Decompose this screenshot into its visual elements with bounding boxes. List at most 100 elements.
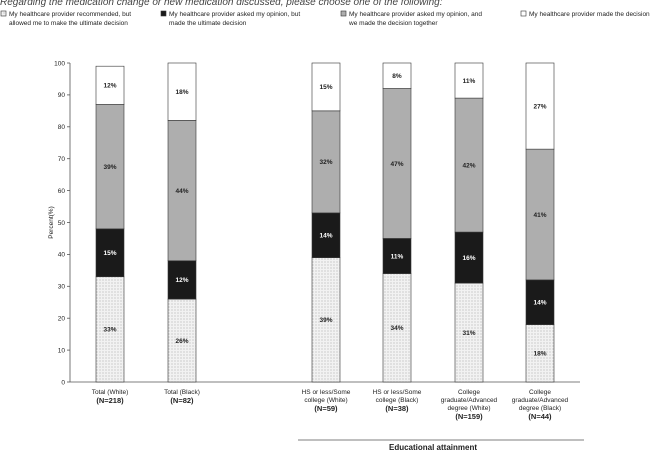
data-label: 14% [533,300,546,307]
x-category-label: college (Black) [376,397,419,404]
x-category-n: (N=82) [170,396,194,405]
bar-segment-recommended [167,298,197,383]
bar-segment-provider [167,62,197,121]
legend-label: My healthcare provider asked my opinion,… [349,11,482,18]
bars: 33% 15% 39% 12% 26% 12% 44% 18% 39% 14% 32% 15% 34% 1… [95,62,555,383]
legend-label: My healthcare provider asked my opinion,… [169,11,300,18]
x-category-label: degree (White) [448,405,491,412]
legend-swatch [520,10,527,17]
x-category-label: College [458,389,480,396]
bar-stack: 34% 11% 47% 8% [382,62,412,383]
legend-label: made the ultimate decision [169,20,247,27]
bar-segment-together [311,110,341,214]
data-label: 15% [319,84,332,91]
data-label: 44% [175,188,188,195]
bar-segment-provider [382,62,412,89]
legend-swatch [160,10,167,17]
legend-label: My healthcare provider made the decision [529,11,650,18]
legend: My healthcare provider recommended, but a… [0,10,650,27]
y-tick-label: 60 [58,188,66,195]
y-tick-label: 40 [58,252,66,259]
legend-entry-asked_decided: My healthcare provider asked my opinion,… [160,10,300,27]
data-label: 16% [462,255,475,262]
data-label: 18% [175,89,188,96]
data-label: 39% [103,164,116,171]
bar-segment-recommended [454,282,484,383]
bar-segment-recommended [95,276,125,383]
x-category-n: (N=44) [528,412,552,421]
legend-entry-recommended: My healthcare provider recommended, but a… [0,10,131,27]
bar-segment-together [167,120,197,262]
x-category-label: degree (Black) [519,405,561,412]
x-category-label: graduate/Advanced [512,397,569,404]
bar-segment-recommended [311,257,341,383]
y-tick-label: 70 [58,156,66,163]
x-category-label: college (White) [304,397,347,404]
y-axis-title: Percent(%) [48,206,55,239]
legend-label: My healthcare provider recommended, but [9,11,131,18]
data-label: 47% [390,161,403,168]
x-category-label: graduate/Advanced [441,397,498,404]
bar-segment-recommended [382,273,412,383]
x-category-label: Total (Black) [164,389,200,396]
y-tick-label: 30 [58,284,66,291]
data-label: 14% [319,233,332,240]
data-label: 18% [533,351,546,358]
survey-question: Regarding the medication change or new m… [0,0,443,8]
bar-segment-asked_decided [525,279,555,325]
data-label: 12% [175,277,188,284]
bar-segment-asked_decided [167,260,197,300]
y-tick-label: 100 [54,60,65,67]
data-label: 11% [391,253,404,260]
legend-entry-together: My healthcare provider asked my opinion,… [340,10,482,27]
x-category-n: (N=59) [314,404,338,413]
data-label: 26% [175,338,188,345]
bar-stack: 33% 15% 39% 12% [95,65,125,383]
x-category-label: College [529,389,551,396]
bar-segment-together [95,104,125,230]
x-category-n: (N=159) [455,412,483,421]
legend-swatch [0,10,7,17]
y-tick-label: 10 [58,347,66,354]
x-category-label: HS or less/Some [302,389,351,396]
bar-segment-together [454,97,484,233]
data-label: 41% [533,212,546,219]
data-label: 31% [462,330,475,337]
bar-stack: 26% 12% 44% 18% [167,62,197,383]
bar-segment-together [525,148,555,281]
bar-stack: 18% 14% 41% 27% [525,62,555,383]
group-label: Educational attainment [389,443,477,451]
bar-segment-together [382,88,412,239]
bar-segment-asked_decided [95,228,125,278]
group-annotation: Educational attainment [298,439,584,451]
bar-segment-provider [454,62,484,99]
legend-entry-provider: My healthcare provider made the decision [520,10,650,18]
data-label: 8% [392,73,402,80]
data-label: 12% [103,83,116,90]
data-label: 34% [390,325,403,332]
legend-swatch [340,10,347,17]
y-tick-label: 0 [61,379,65,386]
bar-stack: 39% 14% 32% 15% [311,62,341,383]
bar-stack: 31% 16% 42% 11% [454,62,484,383]
y-tick-label: 80 [58,124,66,131]
y-tick-label: 20 [58,316,66,323]
x-axis-labels: Total (White)(N=218) Total (Black)(N=82) H… [92,389,569,421]
data-label: 32% [319,159,332,166]
bar-segment-recommended [525,324,555,383]
x-category-n: (N=218) [96,396,124,405]
bar-segment-provider [311,62,341,112]
bar-segment-provider [525,62,555,150]
data-label: 11% [463,78,476,85]
data-label: 33% [103,327,116,334]
data-label: 39% [319,317,332,324]
x-category-label: Total (White) [92,389,128,396]
x-category-label: HS or less/Some [373,389,422,396]
x-category-n: (N=38) [385,404,409,413]
bar-segment-provider [95,65,125,105]
legend-label: allowed me to make the ultimate decision [9,20,128,27]
y-tick-label: 90 [58,92,66,99]
data-label: 42% [462,162,475,169]
bar-segment-asked_decided [382,238,412,274]
